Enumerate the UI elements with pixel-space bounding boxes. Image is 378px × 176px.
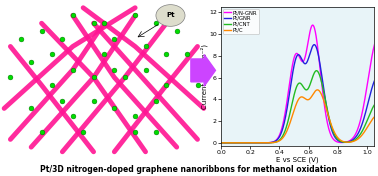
Pt/C [310, 95, 314, 97]
Pt/N-GNR [289, 72, 293, 74]
Pt/C [246, 142, 251, 144]
X-axis label: E vs SCE (V): E vs SCE (V) [276, 157, 319, 163]
Pt/CNT [259, 142, 263, 144]
Pt/N-GNR [310, 24, 314, 26]
Line: Pt/CNT: Pt/CNT [221, 71, 376, 143]
Pt/N-GNR [219, 142, 223, 144]
Pt/CNT [373, 102, 378, 104]
Pt/CNT [336, 138, 340, 140]
Pt/CNT [310, 77, 314, 79]
Pt/N-GNR [373, 39, 378, 42]
Pt/N-GNR [259, 142, 263, 144]
Pt/GNR [219, 142, 223, 144]
Pt/C [336, 137, 340, 139]
Pt/C [373, 115, 378, 117]
Legend: Pt/N-GNR, Pt/GNR, Pt/CNT, Pt/C: Pt/N-GNR, Pt/GNR, Pt/CNT, Pt/C [223, 9, 259, 34]
Pt/GNR [289, 82, 293, 84]
Pt/GNR [246, 142, 251, 144]
Text: Pt/3D nitrogen-doped graphene nanoribbons for methanol oxidation: Pt/3D nitrogen-doped graphene nanoribbon… [40, 165, 338, 174]
Y-axis label: Current (mA cm⁻²): Current (mA cm⁻²) [200, 44, 208, 109]
Pt/GNR [310, 46, 314, 48]
Pt/GNR [373, 77, 378, 79]
Pt/C [315, 89, 320, 91]
Circle shape [156, 5, 185, 26]
Pt/N-GNR [336, 141, 340, 143]
Pt/C [289, 119, 293, 121]
Pt/CNT [314, 70, 319, 72]
Pt/CNT [322, 95, 327, 98]
Pt/C [219, 142, 223, 144]
Pt/N-GNR [246, 142, 251, 144]
Pt/CNT [219, 142, 223, 144]
Pt/GNR [312, 44, 316, 46]
Pt/GNR [322, 94, 327, 96]
Line: Pt/C: Pt/C [221, 90, 376, 143]
Pt/N-GNR [322, 105, 327, 108]
Line: Pt/GNR: Pt/GNR [221, 45, 376, 143]
Pt/C [259, 142, 263, 144]
FancyArrow shape [191, 55, 215, 86]
Pt/N-GNR [310, 24, 315, 26]
Text: Pt: Pt [166, 12, 175, 18]
Pt/CNT [246, 142, 251, 144]
Pt/GNR [336, 139, 340, 141]
Line: Pt/N-GNR: Pt/N-GNR [221, 25, 376, 143]
Pt/CNT [289, 107, 293, 109]
Pt/GNR [259, 142, 263, 144]
Pt/C [322, 102, 327, 104]
